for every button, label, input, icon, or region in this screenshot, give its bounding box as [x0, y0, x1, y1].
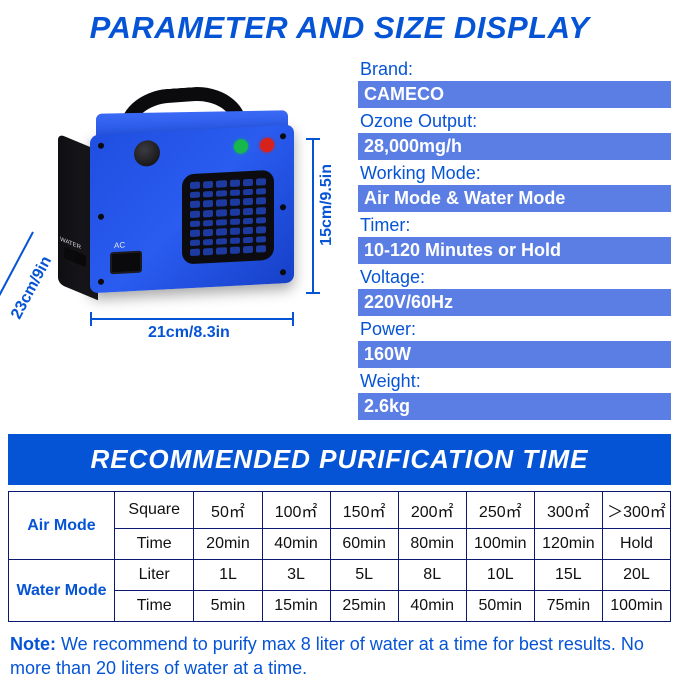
device-body: AC [90, 125, 294, 294]
data-cell: 25min [330, 591, 398, 622]
note-label: Note: [10, 634, 56, 654]
note-body: We recommend to purify max 8 liter of wa… [10, 634, 644, 678]
data-cell: 300㎡ [534, 492, 602, 529]
data-cell: 200㎡ [398, 492, 466, 529]
spec-table: Brand:CAMECOOzone Output:28,000mg/hWorki… [358, 56, 671, 422]
data-cell: 150㎡ [330, 492, 398, 529]
product-diagram: WATER [8, 56, 348, 376]
data-cell: 20min [194, 529, 262, 560]
dim-width-line [90, 318, 294, 320]
row-head: Time [114, 529, 193, 560]
spec-label: Working Mode: [358, 162, 671, 185]
spec-value: 28,000mg/h [358, 133, 671, 160]
row-head: Square [114, 492, 193, 529]
data-cell: 20L [602, 560, 670, 591]
dim-height-label: 15cm/9.5in [318, 164, 336, 246]
spec-label: Voltage: [358, 266, 671, 289]
data-cell: 3L [262, 560, 330, 591]
top-row: WATER [8, 56, 671, 422]
data-cell: 15L [534, 560, 602, 591]
screws [90, 125, 294, 294]
spec-row: Weight:2.6kg [358, 370, 671, 420]
dim-height-line [312, 138, 314, 294]
spec-value: 10-120 Minutes or Hold [358, 237, 671, 264]
data-cell: Hold [602, 529, 670, 560]
spec-value: 220V/60Hz [358, 289, 671, 316]
note-text: Note: We recommend to purify max 8 liter… [8, 632, 671, 681]
data-cell: 5min [194, 591, 262, 622]
data-cell: 8L [398, 560, 466, 591]
spec-row: Working Mode:Air Mode & Water Mode [358, 162, 671, 212]
water-port [64, 246, 86, 267]
data-cell: 250㎡ [466, 492, 534, 529]
row-head: Liter [114, 560, 193, 591]
infographic-root: PARAMETER AND SIZE DISPLAY WATER [0, 0, 679, 700]
data-cell: 100min [602, 591, 670, 622]
device: WATER [90, 125, 294, 294]
dim-width-label: 21cm/8.3in [148, 324, 230, 342]
data-cell: 50min [466, 591, 534, 622]
data-cell: 50㎡ [194, 492, 262, 529]
spec-row: Brand:CAMECO [358, 58, 671, 108]
spec-row: Voltage:220V/60Hz [358, 266, 671, 316]
mode-cell: Air Mode [9, 492, 115, 560]
data-cell: 15min [262, 591, 330, 622]
spec-value: 2.6kg [358, 393, 671, 420]
spec-label: Power: [358, 318, 671, 341]
table-row: Air ModeSquare50㎡100㎡150㎡200㎡250㎡300㎡＞30… [9, 492, 671, 529]
spec-value: Air Mode & Water Mode [358, 185, 671, 212]
mode-cell: Water Mode [9, 560, 115, 622]
spec-label: Weight: [358, 370, 671, 393]
spec-label: Timer: [358, 214, 671, 237]
spec-label: Ozone Output: [358, 110, 671, 133]
spec-label: Brand: [358, 58, 671, 81]
data-cell: 5L [330, 560, 398, 591]
data-cell: 80min [398, 529, 466, 560]
data-cell: 100㎡ [262, 492, 330, 529]
spec-row: Timer:10-120 Minutes or Hold [358, 214, 671, 264]
recommended-title: RECOMMENDED PURIFICATION TIME [8, 434, 671, 485]
data-cell: 75min [534, 591, 602, 622]
data-cell: 120min [534, 529, 602, 560]
data-cell: 1L [194, 560, 262, 591]
table-row: Water ModeLiter1L3L5L8L10L15L20L [9, 560, 671, 591]
purification-table: Air ModeSquare50㎡100㎡150㎡200㎡250㎡300㎡＞30… [8, 491, 671, 622]
table-body: Air ModeSquare50㎡100㎡150㎡200㎡250㎡300㎡＞30… [9, 492, 671, 622]
data-cell: 40min [398, 591, 466, 622]
spec-value: CAMECO [358, 81, 671, 108]
spec-row: Power:160W [358, 318, 671, 368]
row-head: Time [114, 591, 193, 622]
data-cell: 10L [466, 560, 534, 591]
data-cell: 40min [262, 529, 330, 560]
data-cell: 60min [330, 529, 398, 560]
data-cell: ＞300㎡ [602, 492, 670, 529]
main-title: PARAMETER AND SIZE DISPLAY [8, 10, 671, 46]
data-cell: 100min [466, 529, 534, 560]
spec-value: 160W [358, 341, 671, 368]
spec-row: Ozone Output:28,000mg/h [358, 110, 671, 160]
